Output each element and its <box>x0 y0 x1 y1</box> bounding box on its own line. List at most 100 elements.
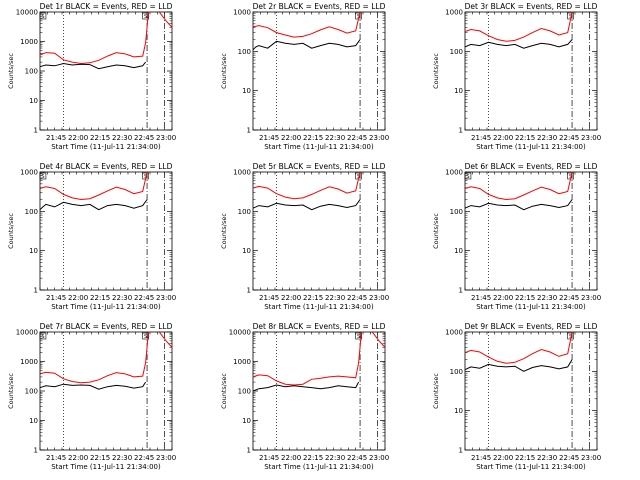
series-line-events <box>253 199 361 211</box>
x-tick-label: 22:00 <box>281 454 301 462</box>
x-tick-label: 22:30 <box>325 454 345 462</box>
chart-title: Det 2r BLACK = Events, RED = LLD <box>253 2 386 11</box>
x-tick-label: 22:15 <box>303 454 323 462</box>
y-tick-label: 1 <box>247 287 251 295</box>
y-tick-label: 1000 <box>445 329 463 337</box>
x-tick-label: 23:00 <box>369 454 389 462</box>
x-axis-label: Start Time (11-Jul-11 21:34:00) <box>264 143 374 151</box>
y-tick-label: 100 <box>238 48 251 56</box>
x-axis-label: Start Time (11-Jul-11 21:34:00) <box>264 303 374 311</box>
x-tick-label: 23:00 <box>369 294 389 302</box>
saa-marker-box <box>39 172 47 180</box>
y-axis-label: Counts/sec <box>7 373 15 409</box>
chart-title: Det 7r BLACK = Events, RED = LLD <box>40 322 173 331</box>
y-tick-label: 10 <box>454 247 463 255</box>
y-tick-label: 1 <box>34 287 38 295</box>
y-tick-label: 1 <box>34 127 38 135</box>
y-axis-label: Counts/sec <box>7 213 15 249</box>
series-line-lld <box>40 172 148 201</box>
y-tick-label: 10 <box>242 247 251 255</box>
y-tick-label: 1000 <box>445 169 463 177</box>
x-tick-label: 22:30 <box>112 294 132 302</box>
y-tick-label: 100 <box>238 388 251 396</box>
x-tick-label: 23:00 <box>156 134 176 142</box>
x-tick-label: 22:45 <box>347 134 367 142</box>
x-axis-label: Start Time (11-Jul-11 21:34:00) <box>476 143 586 151</box>
y-tick-label: 100 <box>25 208 38 216</box>
y-tick-label: 1 <box>459 447 463 455</box>
y-tick-label: 100 <box>25 68 38 76</box>
y-tick-label: 1000 <box>233 358 251 366</box>
series-line-events <box>253 381 360 392</box>
y-tick-label: 1000 <box>233 169 251 177</box>
x-tick-label: 22:15 <box>515 454 535 462</box>
y-axis-label: Counts/sec <box>220 373 228 409</box>
y-tick-label: 1000 <box>233 9 251 17</box>
x-tick-label: 21:45 <box>471 294 491 302</box>
x-axis-label: Start Time (11-Jul-11 21:34:00) <box>51 463 161 471</box>
y-axis-label: Counts/sec <box>432 213 440 249</box>
x-tick-label: 22:00 <box>68 294 88 302</box>
chart-title: Det 3r BLACK = Events, RED = LLD <box>465 2 598 11</box>
x-tick-label: 21:45 <box>471 454 491 462</box>
y-axis-label: Counts/sec <box>7 53 15 89</box>
x-tick-label: 22:30 <box>325 134 345 142</box>
x-tick-label: 22:45 <box>347 294 367 302</box>
y-tick-label: 10000 <box>229 329 251 337</box>
x-tick-label: 22:30 <box>112 134 132 142</box>
y-tick-label: 1 <box>247 447 251 455</box>
x-tick-label: 23:00 <box>156 294 176 302</box>
chart-title: Det 9r BLACK = Events, RED = LLD <box>465 322 598 331</box>
x-tick-label: 22:00 <box>68 454 88 462</box>
series-line-lld <box>465 12 573 42</box>
saa-marker-label: S <box>41 334 44 340</box>
x-tick-label: 22:15 <box>515 294 535 302</box>
x-tick-label: 22:45 <box>134 134 154 142</box>
x-tick-label: 21:45 <box>259 134 279 142</box>
x-tick-label: 22:45 <box>347 454 367 462</box>
saa-marker-box <box>39 12 47 20</box>
x-tick-label: 22:30 <box>325 294 345 302</box>
y-tick-label: 1000 <box>445 9 463 17</box>
chart-title: Det 5r BLACK = Events, RED = LLD <box>253 162 386 171</box>
y-tick-label: 10000 <box>16 9 38 17</box>
x-tick-label: 21:45 <box>259 294 279 302</box>
chart-panel-4: Det 4r BLACK = Events, RED = LLD 1 10 100 10… <box>7 162 176 311</box>
x-tick-label: 22:15 <box>90 294 110 302</box>
series-line-lld <box>40 332 172 384</box>
series-line-events <box>465 359 573 372</box>
x-tick-label: 22:00 <box>493 454 513 462</box>
saa-marker-box <box>39 332 47 340</box>
series-line-lld <box>253 332 385 386</box>
y-tick-label: 100 <box>450 208 463 216</box>
chart-title: Det 4r BLACK = Events, RED = LLD <box>40 162 173 171</box>
chart-panel-9: Det 9r BLACK = Events, RED = LLD 1 10 100 10… <box>432 322 601 471</box>
chart-panel-8: Det 8r BLACK = Events, RED = LLD 1 10 100 10… <box>220 322 389 471</box>
saa-marker-box <box>464 172 472 180</box>
y-tick-label: 100 <box>238 208 251 216</box>
y-tick-label: 1000 <box>20 169 38 177</box>
y-tick-label: 10 <box>454 87 463 95</box>
x-tick-label: 23:00 <box>581 454 601 462</box>
x-tick-label: 22:45 <box>134 294 154 302</box>
x-tick-label: 23:00 <box>581 134 601 142</box>
series-line-lld <box>253 172 361 200</box>
x-axis-label: Start Time (11-Jul-11 21:34:00) <box>264 463 374 471</box>
y-axis-label: Counts/sec <box>432 373 440 409</box>
saa-marker-label: S <box>144 14 147 20</box>
series-line-events <box>253 39 361 51</box>
chart-panel-2: Det 2r BLACK = Events, RED = LLD 1 10 100 10… <box>220 2 389 151</box>
x-tick-label: 22:30 <box>537 294 557 302</box>
y-tick-label: 1 <box>247 127 251 135</box>
y-tick-label: 100 <box>450 48 463 56</box>
x-tick-label: 22:45 <box>559 294 579 302</box>
saa-marker-label: S <box>41 174 44 180</box>
y-tick-label: 1 <box>459 127 463 135</box>
y-tick-label: 100 <box>25 388 38 396</box>
x-tick-label: 23:00 <box>156 454 176 462</box>
x-tick-label: 23:00 <box>581 294 601 302</box>
series-line-events <box>465 199 573 211</box>
y-tick-label: 1 <box>459 287 463 295</box>
